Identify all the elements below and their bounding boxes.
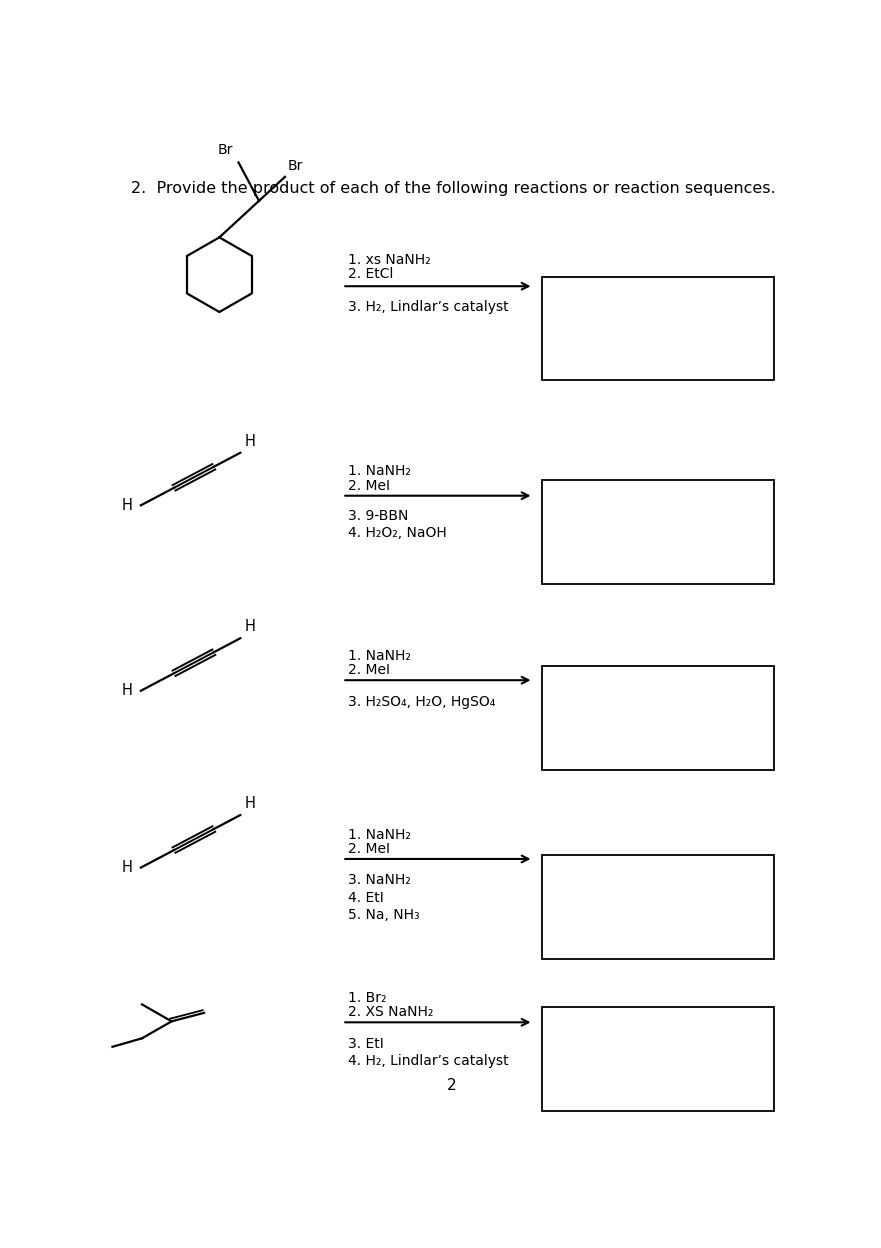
Text: 5. Na, NH₃: 5. Na, NH₃	[348, 909, 419, 922]
Bar	[542, 1007, 774, 1111]
Text: H: H	[244, 619, 255, 634]
Text: 3. 9-BBN: 3. 9-BBN	[348, 509, 408, 523]
Text: 2.  Provide the product of each of the following reactions or reaction sequences: 2. Provide the product of each of the fo…	[130, 181, 775, 196]
Text: 1. NaNH₂: 1. NaNH₂	[348, 827, 411, 841]
Text: H: H	[122, 684, 133, 699]
Text: 4. H₂, Lindlar’s catalyst: 4. H₂, Lindlar’s catalyst	[348, 1055, 508, 1068]
Text: 1. xs NaNH₂: 1. xs NaNH₂	[348, 253, 430, 267]
Bar	[542, 277, 774, 381]
Text: 2. XS NaNH₂: 2. XS NaNH₂	[348, 1006, 433, 1020]
Bar	[542, 480, 774, 584]
Bar	[542, 855, 774, 958]
Text: 2. MeI: 2. MeI	[348, 479, 389, 493]
Text: 2: 2	[447, 1078, 456, 1093]
Text: 1. NaNH₂: 1. NaNH₂	[348, 649, 411, 663]
Text: H: H	[122, 498, 133, 513]
Text: 2. EtCl: 2. EtCl	[348, 267, 393, 281]
Text: Br: Br	[287, 158, 303, 173]
Text: 3. NaNH₂: 3. NaNH₂	[348, 874, 411, 887]
Bar	[542, 665, 774, 770]
Text: 1. Br₂: 1. Br₂	[348, 991, 386, 1005]
Text: 3. EtI: 3. EtI	[348, 1037, 383, 1051]
Text: 4. EtI: 4. EtI	[348, 891, 383, 905]
Text: 4. H₂O₂, NaOH: 4. H₂O₂, NaOH	[348, 527, 447, 540]
Text: 2. MeI: 2. MeI	[348, 664, 389, 678]
Text: H: H	[122, 860, 133, 875]
Text: 1. NaNH₂: 1. NaNH₂	[348, 464, 411, 478]
Text: H: H	[244, 434, 255, 449]
Text: 3. H₂, Lindlar’s catalyst: 3. H₂, Lindlar’s catalyst	[348, 300, 508, 313]
Text: 3. H₂SO₄, H₂O, HgSO₄: 3. H₂SO₄, H₂O, HgSO₄	[348, 695, 495, 709]
Text: 2. MeI: 2. MeI	[348, 842, 389, 856]
Text: Br: Br	[218, 142, 233, 157]
Text: H: H	[244, 796, 255, 811]
